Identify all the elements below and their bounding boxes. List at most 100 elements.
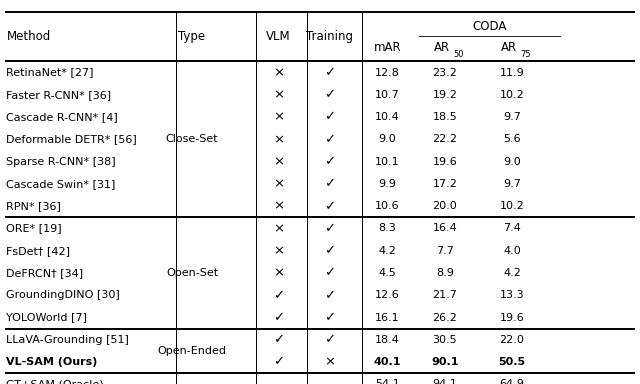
Text: GroundingDINO [30]: GroundingDINO [30] (6, 290, 120, 300)
Text: ✓: ✓ (324, 311, 335, 324)
Text: 12.8: 12.8 (375, 68, 399, 78)
Text: 30.5: 30.5 (433, 335, 457, 345)
Text: ✓: ✓ (324, 66, 335, 79)
Text: 10.7: 10.7 (375, 90, 399, 100)
Text: 22.2: 22.2 (432, 134, 458, 144)
Text: 7.7: 7.7 (436, 246, 454, 256)
Text: ×: × (273, 133, 284, 146)
Text: ✓: ✓ (324, 133, 335, 146)
Text: AR: AR (500, 41, 517, 54)
Text: Method: Method (6, 30, 51, 43)
Text: DeFRCN† [34]: DeFRCN† [34] (6, 268, 84, 278)
Text: Type: Type (179, 30, 205, 43)
Text: 18.4: 18.4 (375, 335, 399, 345)
Text: ×: × (273, 88, 284, 101)
Text: 9.0: 9.0 (503, 157, 521, 167)
Text: 11.9: 11.9 (500, 68, 524, 78)
Text: 75: 75 (521, 50, 531, 59)
Text: 9.7: 9.7 (503, 112, 521, 122)
Text: ✓: ✓ (324, 244, 335, 257)
Text: ×: × (273, 177, 284, 190)
Text: 19.2: 19.2 (433, 90, 457, 100)
Text: 4.2: 4.2 (503, 268, 521, 278)
Text: 10.1: 10.1 (375, 157, 399, 167)
Text: 22.0: 22.0 (500, 335, 524, 345)
Text: GT+SAM (Oracle): GT+SAM (Oracle) (6, 379, 104, 384)
Text: 10.6: 10.6 (375, 201, 399, 211)
Text: ✓: ✓ (324, 177, 335, 190)
Text: ✓: ✓ (324, 155, 335, 168)
Text: Open-Set: Open-Set (166, 268, 218, 278)
Text: 10.2: 10.2 (500, 201, 524, 211)
Text: CODA: CODA (472, 20, 507, 33)
Text: AR: AR (433, 41, 450, 54)
Text: ✓: ✓ (273, 356, 284, 369)
Text: VL-SAM (Ours): VL-SAM (Ours) (6, 357, 98, 367)
Text: 12.6: 12.6 (375, 290, 399, 300)
Text: ×: × (273, 66, 284, 79)
Text: 8.3: 8.3 (378, 223, 396, 233)
Text: ✓: ✓ (273, 333, 284, 346)
Text: ×: × (273, 111, 284, 124)
Text: ✓: ✓ (324, 222, 335, 235)
Text: Cascade R-CNN* [4]: Cascade R-CNN* [4] (6, 112, 118, 122)
Text: Open-Ended: Open-Ended (157, 346, 227, 356)
Text: 18.5: 18.5 (433, 112, 457, 122)
Text: ×: × (273, 155, 284, 168)
Text: Cascade Swin* [31]: Cascade Swin* [31] (6, 179, 116, 189)
Text: 50.5: 50.5 (499, 357, 525, 367)
Text: –: – (327, 379, 332, 384)
Text: Sparse R-CNN* [38]: Sparse R-CNN* [38] (6, 157, 116, 167)
Text: 5.6: 5.6 (503, 134, 521, 144)
Text: ORE* [19]: ORE* [19] (6, 223, 62, 233)
Text: ×: × (273, 266, 284, 280)
Text: ✓: ✓ (273, 311, 284, 324)
Text: 17.2: 17.2 (433, 179, 457, 189)
Text: –: – (276, 379, 281, 384)
Text: ✓: ✓ (324, 266, 335, 280)
Text: 13.3: 13.3 (500, 290, 524, 300)
Text: 50: 50 (454, 50, 464, 59)
Text: 4.0: 4.0 (503, 246, 521, 256)
Text: ✓: ✓ (324, 88, 335, 101)
Text: 19.6: 19.6 (433, 157, 457, 167)
Text: RetinaNet* [27]: RetinaNet* [27] (6, 68, 94, 78)
Text: YOLOWorld [7]: YOLOWorld [7] (6, 313, 88, 323)
Text: ✓: ✓ (324, 333, 335, 346)
Text: Faster R-CNN* [36]: Faster R-CNN* [36] (6, 90, 111, 100)
Text: ×: × (273, 244, 284, 257)
Text: 9.0: 9.0 (378, 134, 396, 144)
Text: ×: × (273, 200, 284, 213)
Text: 54.1: 54.1 (375, 379, 399, 384)
Text: 90.1: 90.1 (431, 357, 458, 367)
Text: 16.4: 16.4 (433, 223, 457, 233)
Text: mAR: mAR (373, 41, 401, 54)
Text: ✓: ✓ (324, 200, 335, 213)
Text: RPN* [36]: RPN* [36] (6, 201, 61, 211)
Text: 20.0: 20.0 (433, 201, 457, 211)
Text: 4.2: 4.2 (378, 246, 396, 256)
Text: 26.2: 26.2 (433, 313, 457, 323)
Text: ✓: ✓ (273, 289, 284, 302)
Text: 8.9: 8.9 (436, 268, 454, 278)
Text: LLaVA-Grounding [51]: LLaVA-Grounding [51] (6, 335, 129, 345)
Text: 9.7: 9.7 (503, 179, 521, 189)
Text: 64.9: 64.9 (500, 379, 524, 384)
Text: Close-Set: Close-Set (166, 134, 218, 144)
Text: ×: × (273, 222, 284, 235)
Text: 16.1: 16.1 (375, 313, 399, 323)
Text: 10.4: 10.4 (375, 112, 399, 122)
Text: 9.9: 9.9 (378, 179, 396, 189)
Text: Deformable DETR* [56]: Deformable DETR* [56] (6, 134, 137, 144)
Text: ×: × (324, 356, 335, 369)
Text: 7.4: 7.4 (503, 223, 521, 233)
Text: ✓: ✓ (324, 111, 335, 124)
Text: 40.1: 40.1 (374, 357, 401, 367)
Text: VLM: VLM (266, 30, 291, 43)
Text: ✓: ✓ (324, 289, 335, 302)
Text: FsDet† [42]: FsDet† [42] (6, 246, 70, 256)
Text: 21.7: 21.7 (433, 290, 457, 300)
Text: 4.5: 4.5 (378, 268, 396, 278)
Text: 10.2: 10.2 (500, 90, 524, 100)
Text: 94.1: 94.1 (433, 379, 457, 384)
